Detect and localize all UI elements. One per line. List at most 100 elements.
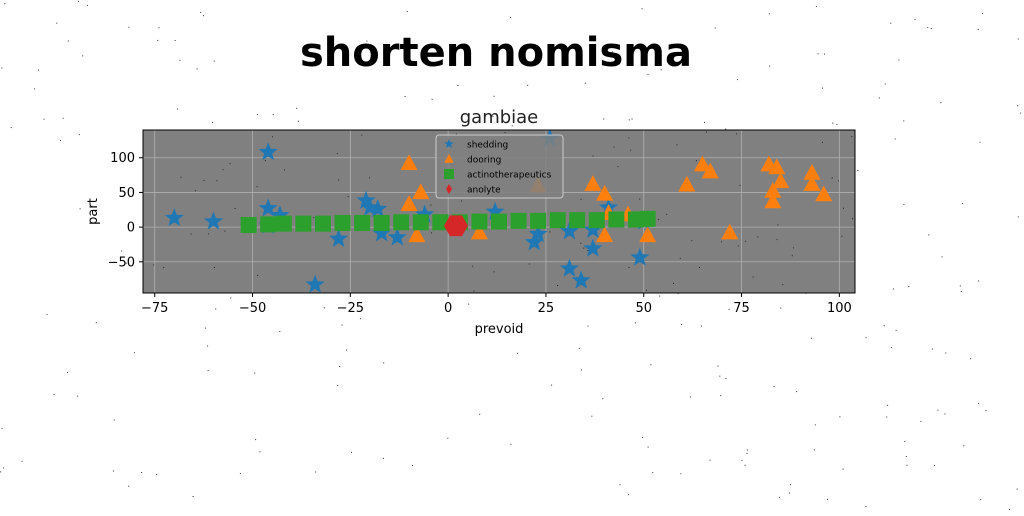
- speckle: [284, 169, 285, 171]
- speckle: [77, 395, 79, 397]
- speckle: [741, 459, 743, 461]
- speckle: [746, 449, 748, 451]
- speckle: [768, 13, 770, 15]
- speckle: [479, 413, 481, 415]
- data-point: [569, 212, 586, 229]
- data-point: [584, 175, 602, 191]
- speckle: [113, 470, 114, 472]
- speckle: [213, 60, 215, 62]
- speckle: [125, 262, 127, 264]
- data-point: [270, 205, 290, 224]
- speckle: [77, 0, 79, 2]
- speckle: [1009, 509, 1011, 510]
- speckle: [631, 118, 633, 120]
- data-point: [571, 270, 591, 289]
- speckle: [43, 118, 45, 120]
- data-point: [372, 223, 392, 242]
- speckle: [1, 67, 3, 69]
- speckle: [782, 284, 784, 286]
- speckle: [366, 40, 368, 42]
- speckle: [174, 40, 176, 41]
- speckle: [839, 416, 841, 418]
- data-point: [530, 212, 547, 229]
- speckle: [613, 146, 615, 148]
- speckle: [887, 404, 889, 406]
- speckle: [1017, 105, 1019, 107]
- speckle: [592, 155, 594, 157]
- speckle: [0, 471, 2, 473]
- speckle: [895, 329, 897, 331]
- speckle: [773, 386, 775, 387]
- speckle: [1, 427, 3, 429]
- speckle: [832, 122, 834, 124]
- speckle: [634, 322, 636, 324]
- speckle: [492, 116, 494, 118]
- speckle: [510, 16, 512, 18]
- speckle: [257, 274, 259, 276]
- speckle: [680, 473, 682, 475]
- data-point: [639, 226, 657, 243]
- data-point: [164, 208, 184, 227]
- speckle: [843, 207, 844, 209]
- speckle: [945, 352, 947, 354]
- speckle: [941, 256, 943, 258]
- speckle: [789, 492, 791, 494]
- speckle: [617, 166, 619, 168]
- data-point: [356, 190, 376, 209]
- speckle: [814, 424, 816, 426]
- speckle: [430, 204, 432, 206]
- speckle: [931, 348, 933, 350]
- speckle: [628, 119, 630, 121]
- speckle: [113, 419, 115, 421]
- data-point: [471, 213, 488, 230]
- y-axis-label: part: [86, 198, 101, 225]
- speckle: [813, 449, 815, 451]
- speckle: [944, 413, 946, 415]
- data-point: [408, 226, 426, 243]
- speckle: [339, 366, 341, 367]
- speckle: [493, 95, 495, 97]
- speckle: [927, 27, 929, 28]
- speckle: [60, 140, 61, 141]
- speckle: [407, 64, 409, 66]
- speckle: [121, 250, 123, 252]
- data-point: [815, 185, 833, 202]
- speckle: [857, 170, 859, 172]
- speckle: [254, 372, 256, 374]
- speckle: [423, 46, 425, 48]
- speckle: [903, 203, 905, 205]
- speckle: [259, 451, 261, 453]
- data-point: [803, 164, 821, 180]
- speckle: [776, 239, 778, 241]
- speckle: [279, 331, 281, 332]
- speckle: [200, 12, 202, 13]
- speckle: [962, 203, 964, 205]
- speckle: [744, 464, 746, 466]
- data-point: [400, 154, 418, 171]
- speckle: [706, 131, 707, 133]
- speckle: [824, 53, 825, 55]
- speckle: [746, 452, 748, 454]
- speckle: [628, 267, 630, 269]
- speckle: [851, 136, 853, 138]
- speckle: [583, 247, 585, 249]
- speckle: [704, 121, 705, 123]
- speckle: [977, 28, 979, 30]
- legend-label: dooring: [467, 156, 501, 166]
- speckle: [404, 96, 406, 97]
- speckle: [158, 27, 160, 29]
- data-point: [583, 238, 603, 257]
- speckle: [979, 141, 981, 143]
- data-point: [485, 201, 505, 220]
- speckle: [676, 144, 678, 146]
- speckle: [230, 297, 232, 299]
- speckle: [53, 393, 55, 395]
- data-point: [524, 232, 544, 251]
- data-point: [549, 212, 566, 229]
- speckle: [639, 198, 641, 200]
- speckle: [190, 233, 192, 235]
- speckle: [528, 263, 530, 265]
- speckle: [652, 472, 654, 474]
- speckle: [822, 87, 823, 89]
